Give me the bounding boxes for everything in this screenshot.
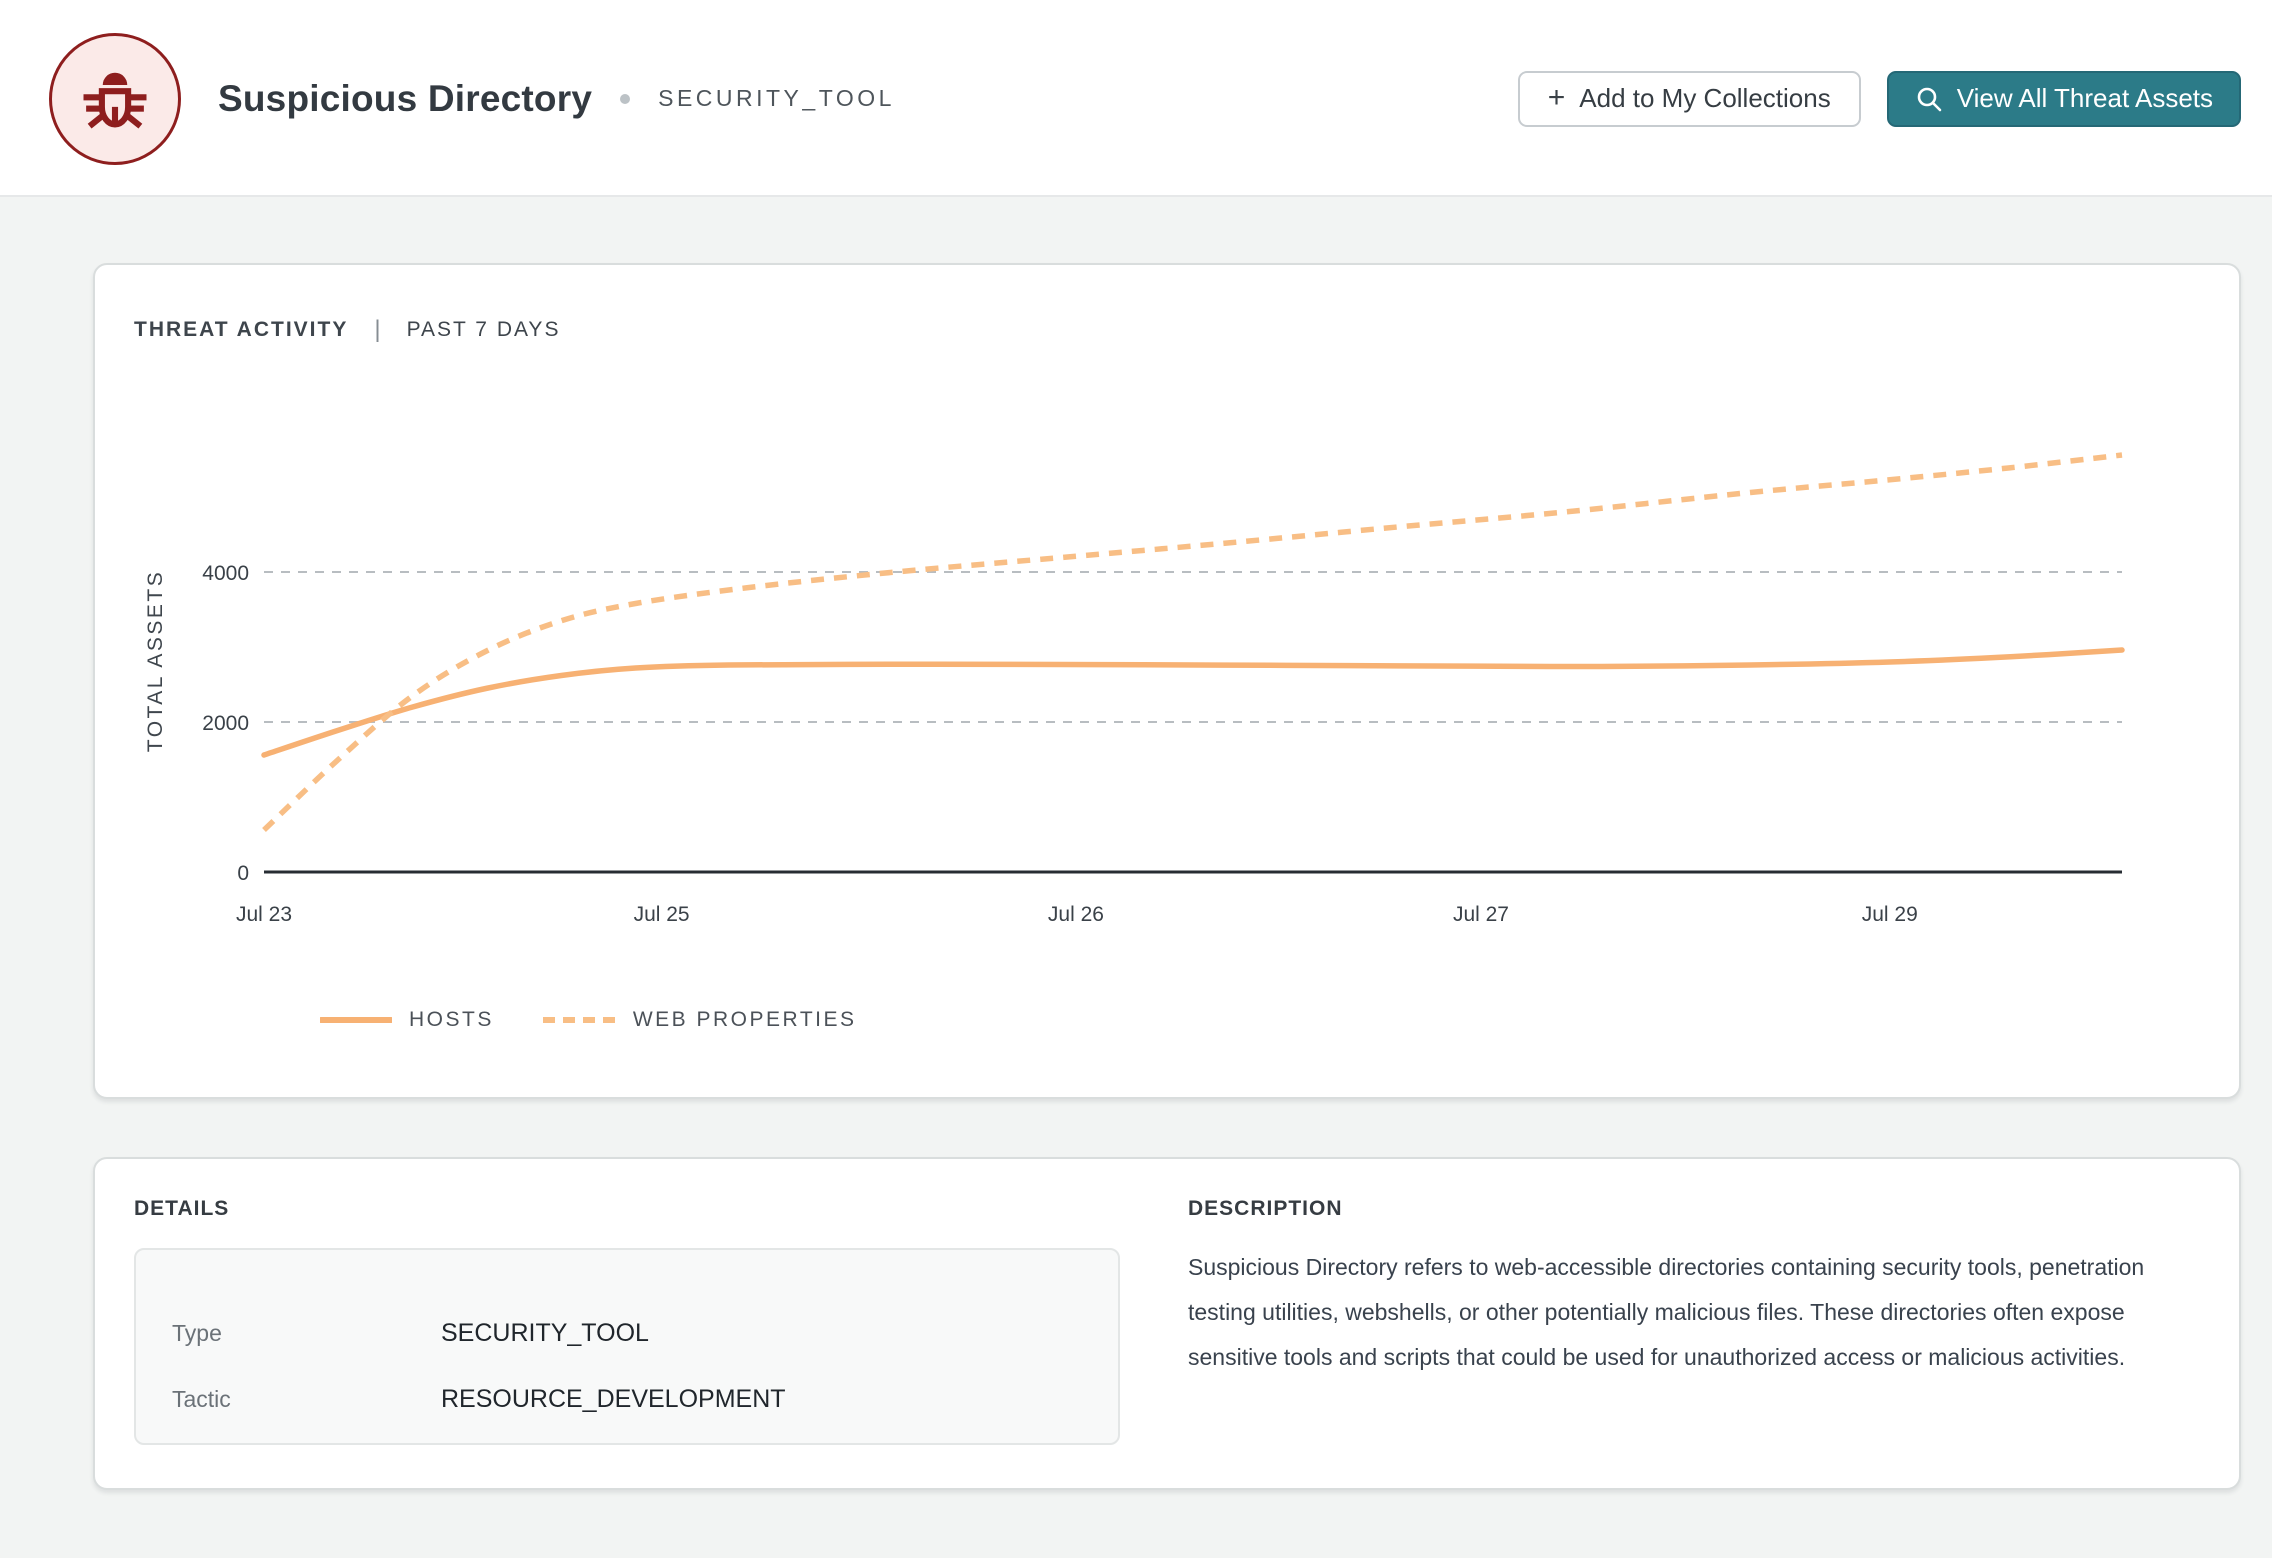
separator-dot	[620, 93, 631, 104]
title-group: Suspicious Directory SECURITY_TOOL	[218, 0, 895, 197]
chart-range-label: PAST 7 DAYS	[406, 318, 561, 341]
description-text: Suspicious Directory refers to web-acces…	[1188, 1254, 2145, 1370]
details-info-box: Type SECURITY_TOOL Tactic RESOURCE_DEVEL…	[134, 1248, 1120, 1445]
threat-avatar	[49, 33, 181, 165]
detail-label: Tactic	[172, 1385, 231, 1412]
details-heading: DETAILS	[134, 1197, 230, 1220]
y-axis-title: TOTAL ASSETS	[144, 570, 167, 753]
details-row-type: Type SECURITY_TOOL	[172, 1300, 1118, 1366]
details-card: DETAILS Type SECURITY_TOOL Tactic RESOUR…	[93, 1157, 2241, 1490]
page-title: Suspicious Directory	[218, 77, 593, 119]
y-tick-label: 2000	[202, 712, 249, 735]
detail-value: SECURITY_TOOL	[441, 1318, 649, 1347]
chart-header: THREAT ACTIVITY | PAST 7 DAYS	[134, 317, 560, 343]
legend-label-web-properties: WEB PROPERTIES	[632, 1008, 857, 1031]
x-tick-label: Jul 23	[236, 903, 292, 926]
view-all-threat-assets-button[interactable]: View All Threat Assets	[1886, 70, 2241, 127]
legend-item-web-properties[interactable]: WEB PROPERTIES	[542, 1008, 857, 1032]
x-tick-label: Jul 25	[634, 903, 690, 926]
add-to-collections-button[interactable]: + Add to My Collections	[1517, 70, 1861, 127]
legend-label-hosts: HOSTS	[409, 1008, 494, 1031]
series-line-web-properties	[262, 452, 2123, 832]
x-tick-label: Jul 29	[1862, 903, 1918, 926]
threat-activity-card: 0 2000 4000 Jul 23 Jul 25 Jul 26 Jul 27 Jul 29 T…	[93, 263, 2241, 1099]
threat-category-label: SECURITY_TOOL	[658, 85, 895, 111]
chart-title-divider: |	[374, 316, 381, 343]
add-to-collections-label: Add to My Collections	[1579, 83, 1831, 113]
chart-legend: HOSTS WEB PROPERTIES	[320, 1008, 857, 1032]
search-icon	[1917, 87, 1942, 111]
detail-label: Type	[172, 1319, 222, 1346]
threat-activity-chart: 0 2000 4000 Jul 23 Jul 25 Jul 26 Jul 27 Jul 29 T…	[144, 452, 2125, 926]
x-tick-label: Jul 27	[1453, 903, 1509, 926]
dashed-line-swatch-icon	[542, 1017, 615, 1023]
chart-title: THREAT ACTIVITY	[134, 318, 349, 341]
details-row-tactic: Tactic RESOURCE_DEVELOPMENT	[172, 1366, 1118, 1432]
plus-icon: +	[1547, 80, 1566, 114]
header-actions: + Add to My Collections View All Threat …	[1517, 0, 2241, 197]
bug-icon	[83, 72, 147, 129]
description-heading: DESCRIPTION	[1188, 1197, 1343, 1220]
legend-item-hosts[interactable]: HOSTS	[320, 1008, 494, 1032]
top-header-bar: Suspicious Directory SECURITY_TOOL + Add…	[0, 0, 2272, 197]
x-tick-label: Jul 26	[1048, 903, 1104, 926]
detail-value: RESOURCE_DEVELOPMENT	[441, 1384, 786, 1413]
series-line-hosts	[261, 647, 2125, 758]
solid-line-swatch-icon	[320, 1017, 392, 1023]
y-tick-label: 0	[237, 862, 249, 885]
view-all-threat-assets-label: View All Threat Assets	[1956, 83, 2213, 113]
y-tick-label: 4000	[202, 562, 249, 585]
